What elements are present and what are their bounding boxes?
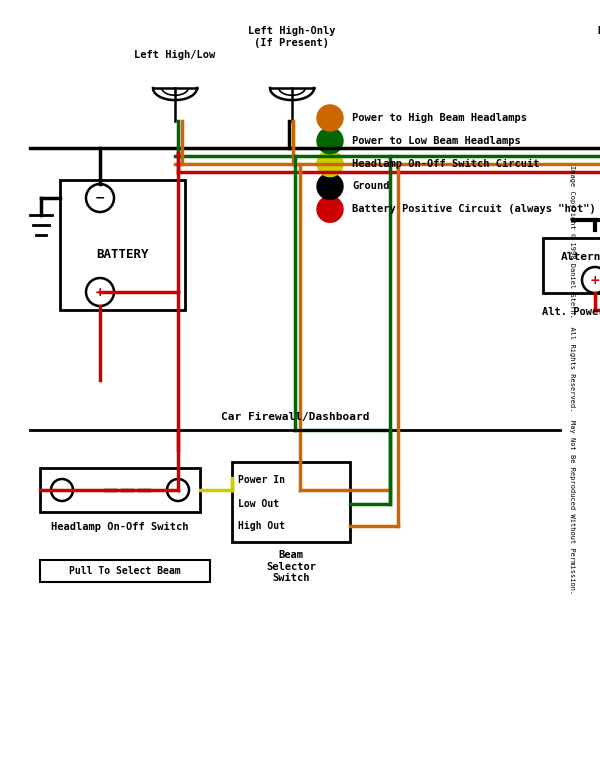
Text: Power In: Power In — [238, 475, 285, 485]
Circle shape — [167, 479, 189, 501]
Text: Alt. Power Output: Alt. Power Output — [542, 307, 600, 317]
Bar — [60, 180, 185, 310]
Text: +: + — [590, 273, 600, 286]
Bar — [40, 468, 200, 512]
Circle shape — [51, 479, 73, 501]
Text: High Out: High Out — [238, 521, 285, 531]
Text: Power to Low Beam Headlamps: Power to Low Beam Headlamps — [352, 135, 521, 146]
Text: Left High-Only
(If Present): Left High-Only (If Present) — [248, 27, 336, 48]
Text: Ground: Ground — [352, 181, 389, 192]
Text: Headlamp On-Off Switch Circuit: Headlamp On-Off Switch Circuit — [352, 158, 539, 169]
Text: Power to High Beam Headlamps: Power to High Beam Headlamps — [352, 113, 527, 123]
Text: Battery Positive Circuit (always "hot"): Battery Positive Circuit (always "hot") — [352, 204, 596, 215]
Bar — [543, 238, 600, 293]
Text: Headlamp On-Off Switch: Headlamp On-Off Switch — [51, 522, 189, 532]
Text: −: − — [95, 192, 105, 205]
Circle shape — [317, 128, 343, 154]
Circle shape — [317, 174, 343, 199]
Text: Right High-Only
(If Present): Right High-Only (If Present) — [598, 27, 600, 48]
Circle shape — [86, 278, 114, 306]
Text: Car Firewall/Dashboard: Car Firewall/Dashboard — [221, 412, 369, 422]
Text: +: + — [95, 285, 106, 298]
Text: Alternator: Alternator — [561, 252, 600, 262]
Circle shape — [582, 267, 600, 293]
Text: Beam
Selector
Switch: Beam Selector Switch — [266, 550, 316, 583]
Text: Image Copyright © 1998 Daniel Stern.  All Rights Reserved.  May Not Be Reproduce: Image Copyright © 1998 Daniel Stern. All… — [569, 165, 575, 594]
Text: BATTERY: BATTERY — [96, 249, 149, 262]
Bar — [232, 462, 350, 542]
Circle shape — [317, 105, 343, 131]
Circle shape — [86, 184, 114, 212]
Circle shape — [317, 151, 343, 177]
Text: Low Out: Low Out — [238, 499, 279, 509]
Bar — [40, 560, 210, 582]
Text: Pull To Select Beam: Pull To Select Beam — [69, 566, 181, 576]
Text: Left High/Low: Left High/Low — [134, 50, 215, 60]
Circle shape — [317, 196, 343, 222]
